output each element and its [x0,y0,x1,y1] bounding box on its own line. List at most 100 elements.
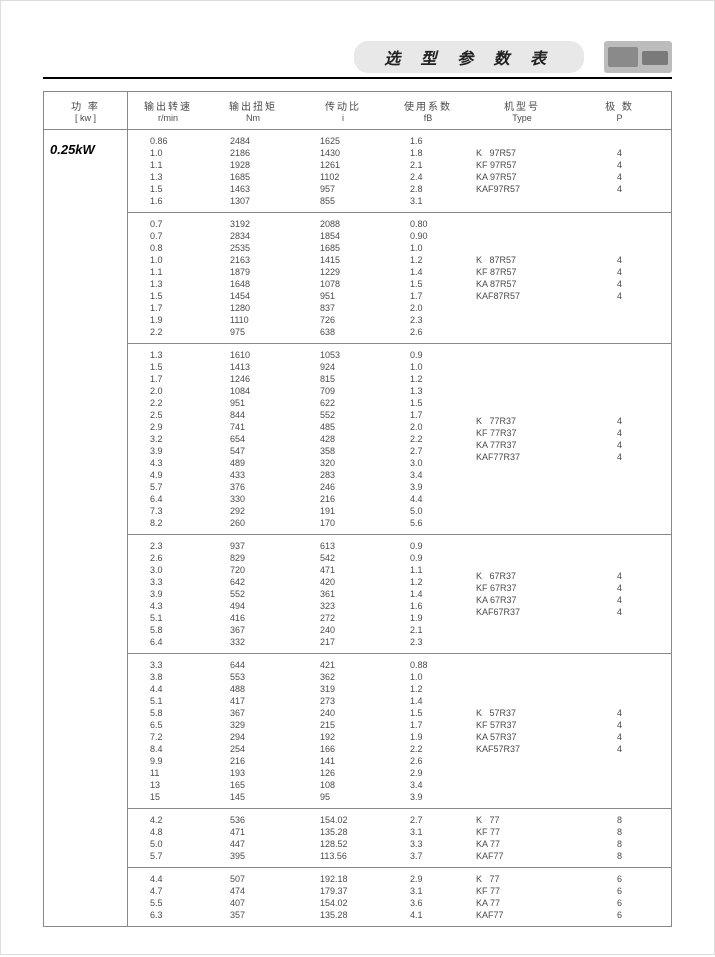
cell: 420 [298,576,388,588]
cell: 128.52 [298,838,388,850]
cell: 5.8 [128,624,208,636]
type-value: KAF77R37 [476,451,568,463]
cell: 145 [208,791,298,803]
cell: 4.4 [388,493,468,505]
poles-value: 4 [568,147,671,159]
cell: 2535 [208,242,298,254]
cell: 2.6 [388,326,468,338]
cell: 323 [298,600,388,612]
cell: 2163 [208,254,298,266]
cell: 9.9 [128,755,208,767]
cell: 179.37 [298,885,388,897]
cell: 154.02 [298,814,388,826]
cell: 2.5 [128,409,208,421]
table-row: 1.712808372.0 [128,302,468,314]
cell: 332 [208,636,298,648]
header-i-top: 传动比 [298,98,388,113]
poles-value: 8 [568,838,671,850]
cell: 507 [208,873,298,885]
cell: 2834 [208,230,298,242]
cell: 13 [128,779,208,791]
table-row: 5.7395113.563.7 [128,850,468,862]
cell: 3.4 [388,469,468,481]
table-row: 5.0447128.523.3 [128,838,468,850]
type-block: K 67R37KF 67R37KA 67R37KAF67R37 [468,540,568,648]
type-value: K 57R37 [476,707,568,719]
cell: 1454 [208,290,298,302]
cell: 471 [298,564,388,576]
table-row: 4.7474179.373.1 [128,885,468,897]
cell: 1261 [298,159,388,171]
poles-value: 4 [568,266,671,278]
table-group: 1.3161010530.91.514139241.01.712468151.2… [128,344,671,535]
cell: 3.9 [388,791,468,803]
cell: 1229 [298,266,388,278]
cell: 11 [128,767,208,779]
cell: 246 [298,481,388,493]
cell: 2.9 [388,767,468,779]
rows-block: 1.3161010530.91.514139241.01.712468151.2… [128,349,468,529]
header-nm-bot: Nm [208,113,298,123]
cell: 3.9 [128,445,208,457]
cell: 0.86 [128,135,208,147]
type-value: K 97R57 [476,147,568,159]
cell: 2.9 [388,873,468,885]
page-header: 选 型 参 数 表 [43,39,672,79]
poles-block: 6666 [568,873,671,921]
cell: 4.9 [128,469,208,481]
cell: 240 [298,707,388,719]
poles-value: 4 [568,278,671,290]
cell: 3.1 [388,885,468,897]
cell: 376 [208,481,298,493]
table-group: 3.36444210.883.85533621.04.44883191.25.1… [128,654,671,809]
table-row: 3.36444210.88 [128,659,468,671]
type-value: K 87R57 [476,254,568,266]
cell: 485 [298,421,388,433]
cell: 4.4 [128,683,208,695]
cell: 1.2 [388,373,468,385]
type-value: K 77 [476,814,568,826]
cell: 240 [298,624,388,636]
cell: 6.4 [128,636,208,648]
poles-value: 8 [568,850,671,862]
cell: 433 [208,469,298,481]
cell: 8.4 [128,743,208,755]
table-row: 1.3161010530.9 [128,349,468,361]
rows-block: 2.39376130.92.68295420.93.07204711.13.36… [128,540,468,648]
type-value: KA 87R57 [476,278,568,290]
cell: 1110 [208,314,298,326]
cell: 141 [298,755,388,767]
cell: 3.7 [388,850,468,862]
cell: 489 [208,457,298,469]
cell: 4.2 [128,814,208,826]
cell: 975 [208,326,298,338]
cell: 1.6 [388,135,468,147]
cell: 494 [208,600,298,612]
poles-value: 4 [568,719,671,731]
cell: 4.4 [128,873,208,885]
header-rmin-bot: r/min [128,113,208,123]
cell: 5.0 [128,838,208,850]
rows-block: 0.86248416251.61.0218614301.81.119281261… [128,135,468,207]
cell: 1.7 [388,409,468,421]
cell: 15 [128,791,208,803]
type-value: KF 77 [476,885,568,897]
cell: 7.2 [128,731,208,743]
table-group: 0.86248416251.61.0218614301.81.119281261… [128,130,671,213]
table-row: 6.43302164.4 [128,493,468,505]
cell: 135.28 [298,826,388,838]
cell: 553 [208,671,298,683]
cell: 8.2 [128,517,208,529]
poles-value: 8 [568,814,671,826]
poles-value: 4 [568,582,671,594]
cell: 216 [298,493,388,505]
type-value: KA 97R57 [476,171,568,183]
cell: 95 [298,791,388,803]
header-nm-top: 输出扭矩 [208,98,298,113]
cell: 951 [208,397,298,409]
cell: 192 [298,731,388,743]
cell: 474 [208,885,298,897]
type-value: KF 77R37 [476,427,568,439]
cell: 644 [208,659,298,671]
header-type-top: 机型号 [476,98,568,113]
